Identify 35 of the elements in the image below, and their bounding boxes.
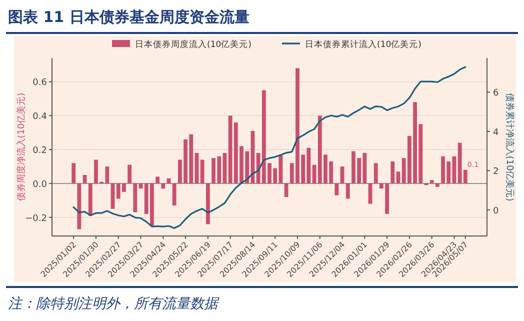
bar [200, 160, 204, 184]
bar [72, 163, 76, 184]
bar [390, 161, 395, 184]
text: 注：除特别注明外，所有流量数据 [8, 296, 220, 312]
bar [374, 163, 378, 184]
legend-label: 日本债券累计流入(10亿美元) [305, 39, 422, 50]
bar [161, 183, 166, 189]
y-tick-label: 0.4 [32, 112, 48, 122]
bar [156, 176, 160, 184]
y-tick-label: −0.2 [25, 214, 47, 224]
y2-tick-label: 4 [493, 128, 499, 138]
bar [206, 183, 210, 224]
bar [435, 183, 440, 187]
bar [88, 183, 92, 216]
y2-tick-label: 6 [493, 88, 499, 99]
bar [133, 183, 138, 212]
y-tick-label: 0.2 [32, 146, 47, 156]
legend-label: 日本债券周度流入(10亿美元) [135, 39, 252, 50]
y-tick-label: 0.0 [32, 180, 48, 190]
y-tick-label: 0.6 [32, 78, 48, 88]
y-axis-title: 债券周度净流入(10亿美元) [16, 92, 27, 202]
bar [368, 183, 372, 204]
bar [396, 172, 400, 184]
y2-tick-label: 2 [493, 167, 499, 178]
bar [77, 183, 82, 230]
y2-axis-title: 债券累计净流入(10亿美元) [504, 92, 515, 202]
bar [172, 183, 176, 206]
chart-title: 图表 11 日本债券基金周度资金流量 [8, 8, 250, 26]
bar [128, 164, 132, 184]
bar [334, 183, 339, 196]
line-series [72, 66, 466, 229]
bar [430, 180, 434, 184]
y2-tick-label: 0 [493, 206, 499, 216]
bar [284, 183, 288, 198]
bar [346, 183, 350, 199]
